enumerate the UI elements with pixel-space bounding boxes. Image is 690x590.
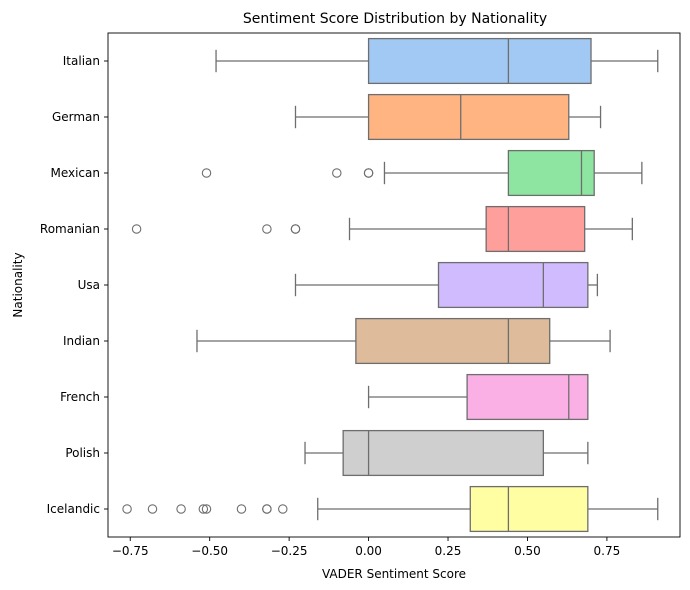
x-tick-label-4: 0.25 [435, 544, 462, 558]
x-axis-label: VADER Sentiment Score [322, 567, 466, 581]
box-group-romanian [131, 205, 633, 253]
x-tick-label-3: 0.00 [355, 544, 382, 558]
x-tick-label-5: 0.50 [514, 544, 541, 558]
box-group-icelandic [122, 485, 659, 533]
x-tick-label-6: 0.75 [594, 544, 621, 558]
box-french [466, 373, 589, 421]
boxes-layer [122, 37, 659, 533]
x-tick-label-1: −0.50 [191, 544, 228, 558]
outlier-romanian-0 [131, 224, 142, 234]
box-german [367, 93, 570, 141]
outlier-mexican-0 [201, 168, 212, 178]
y-tick-label-german: German [52, 110, 100, 124]
outlier-mexican-3 [363, 168, 374, 178]
x-tick-label-2: −0.25 [271, 544, 308, 558]
outlier-mexican-1 [332, 168, 342, 178]
outlier-icelandic-2 [176, 504, 186, 514]
x-tick-label-0: −0.75 [112, 544, 149, 558]
x-axis-ticks: −0.75 −0.50 −0.25 0.00 0.25 0.50 0.75 [112, 537, 620, 558]
box-usa [437, 261, 589, 309]
box-group-german [294, 93, 602, 141]
outlier-romanian-3 [290, 224, 301, 234]
y-tick-label-french: French [60, 390, 100, 404]
outlier-icelandic-0 [122, 504, 132, 514]
box-mexican [507, 149, 595, 197]
box-group-french [367, 373, 589, 421]
box-group-usa [294, 261, 599, 309]
outlier-icelandic-4 [201, 504, 212, 514]
y-tick-label-indian: Indian [63, 334, 100, 348]
y-tick-label-icelandic: Icelandic [47, 502, 100, 516]
outlier-icelandic-7 [262, 504, 272, 514]
outlier-icelandic-8 [278, 504, 288, 514]
box-polish [342, 429, 545, 477]
box-indian [355, 317, 551, 365]
outlier-icelandic-1 [147, 504, 158, 514]
box-group-indian [196, 317, 611, 365]
outlier-icelandic-5 [236, 504, 247, 514]
y-tick-label-polish: Polish [65, 446, 100, 460]
box-icelandic [469, 485, 589, 533]
y-axis-ticks: Italian German Mexican Romanian Usa Indian Fre… [40, 54, 108, 516]
box-group-polish [304, 429, 589, 477]
y-tick-label-italian: Italian [63, 54, 100, 68]
outlier-romanian-1 [262, 224, 272, 234]
y-tick-label-romanian: Romanian [40, 222, 100, 236]
box-group-italian [215, 37, 659, 85]
y-tick-label-usa: Usa [78, 278, 100, 292]
y-axis-label: Nationality [11, 252, 25, 317]
chart-title: Sentiment Score Distribution by National… [243, 11, 547, 27]
y-tick-label-mexican: Mexican [50, 166, 100, 180]
outlier-icelandic-3 [198, 504, 209, 514]
box-italian [367, 37, 592, 85]
box-group-mexican [201, 149, 643, 197]
box-romanian [485, 205, 586, 253]
